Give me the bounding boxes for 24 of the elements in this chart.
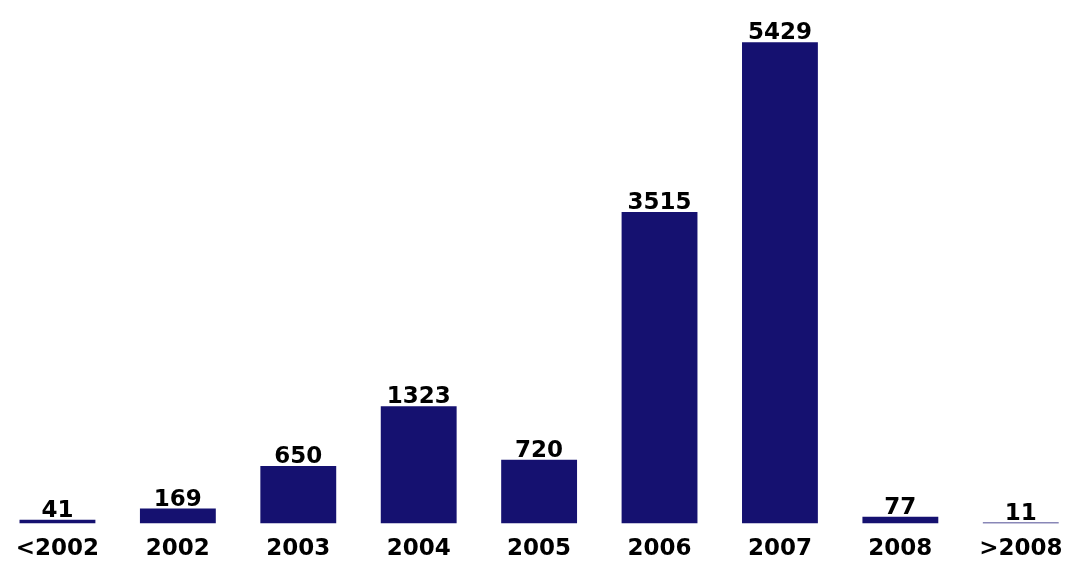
x-tick-label: >2008 <box>979 533 1063 560</box>
bar <box>260 465 337 524</box>
x-tick-label: 2002 <box>145 533 210 560</box>
data-label: 77 <box>884 492 917 519</box>
x-tick-label: 2006 <box>627 533 692 560</box>
x-tick-label: 2007 <box>747 533 812 560</box>
x-tick-label: 2004 <box>386 533 451 560</box>
bar <box>380 406 457 524</box>
bar <box>139 508 216 524</box>
data-label: 11 <box>1004 498 1037 525</box>
x-tick-label: <2002 <box>15 533 100 560</box>
data-label: 1323 <box>386 382 451 409</box>
bar <box>501 459 578 524</box>
data-label: 720 <box>515 435 564 462</box>
bar <box>621 211 698 524</box>
data-label: 3515 <box>627 187 692 214</box>
x-tick-label: 2005 <box>507 533 572 560</box>
bar <box>742 42 818 524</box>
data-label: 650 <box>274 441 323 468</box>
data-label: 169 <box>153 484 202 511</box>
data-label: 41 <box>41 495 74 522</box>
data-label: 5429 <box>747 18 812 45</box>
x-tick-label: 2003 <box>266 533 331 560</box>
x-tick-label: 2008 <box>868 533 933 560</box>
